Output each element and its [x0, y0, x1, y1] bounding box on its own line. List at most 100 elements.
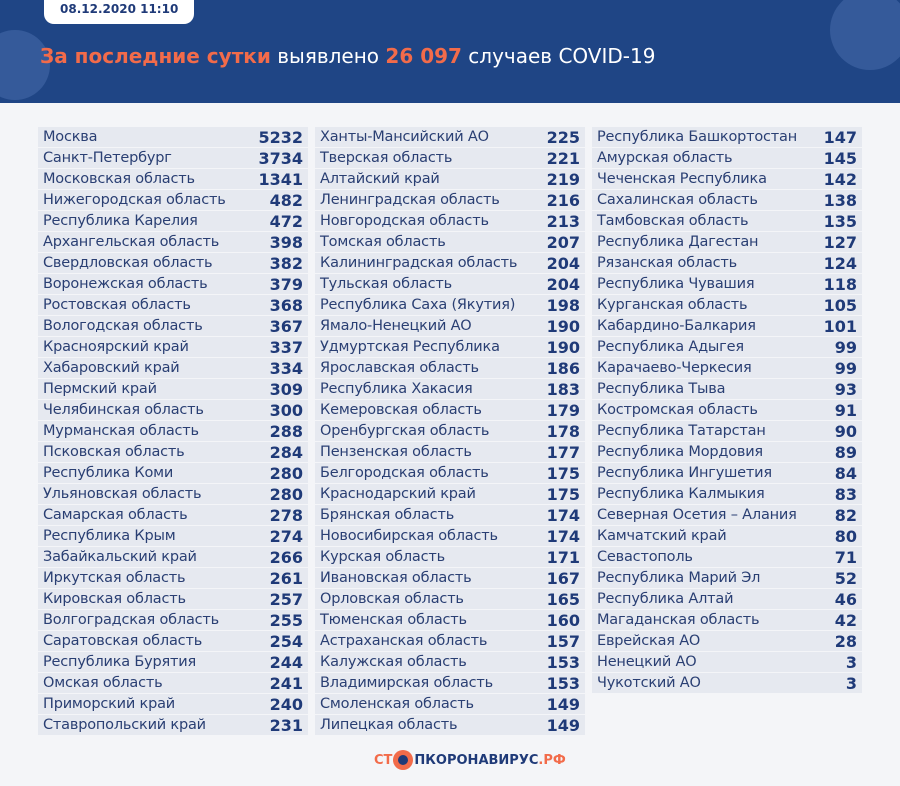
table-row: Республика Коми 280 — [38, 463, 308, 483]
table-row: Московская область 1341 — [38, 169, 308, 189]
table-row: Псковская область 284 — [38, 442, 308, 462]
case-count: 266 — [269, 547, 303, 567]
case-count: 149 — [546, 694, 580, 714]
table-row: Республика Башкортостан 147 — [592, 127, 862, 147]
region-name: Новосибирская область — [320, 528, 498, 544]
region-name: Орловская область — [320, 591, 464, 607]
case-count: 52 — [834, 568, 857, 588]
case-count: 207 — [546, 232, 580, 252]
case-count: 46 — [834, 589, 857, 609]
region-name: Белгородская область — [320, 465, 489, 481]
virus-stop-icon — [393, 750, 414, 770]
case-count: 219 — [546, 169, 580, 189]
region-name: Ненецкий АО — [597, 654, 697, 670]
case-count: 138 — [823, 190, 857, 210]
table-row: Томская область 207 — [315, 232, 585, 252]
table-row: Севастополь 71 — [592, 547, 862, 567]
table-row: Кемеровская область 179 — [315, 400, 585, 420]
table-row: Рязанская область 124 — [592, 253, 862, 273]
case-count: 190 — [546, 316, 580, 336]
table-row: Приморский край 240 — [38, 694, 308, 714]
case-count: 231 — [269, 715, 303, 735]
region-name: Ставропольский край — [43, 717, 206, 733]
table-row: Ульяновская область 280 — [38, 484, 308, 504]
region-name: Рязанская область — [597, 255, 738, 271]
region-name: Забайкальский край — [43, 549, 197, 565]
table-row: Республика Мордовия 89 — [592, 442, 862, 462]
region-name: Алтайский край — [320, 171, 440, 187]
table-row: Ростовская область 368 — [38, 295, 308, 315]
table-row: Кировская область 257 — [38, 589, 308, 609]
table-column: Москва 5232 Санкт-Петербург 3734 Московская … — [38, 127, 308, 736]
table-row: Краснодарский край 175 — [315, 484, 585, 504]
region-name: Республика Крым — [43, 528, 176, 544]
regions-table: Москва 5232 Санкт-Петербург 3734 Московская … — [38, 127, 862, 736]
region-name: Республика Дагестан — [597, 234, 759, 250]
region-name: Нижегородская область — [43, 192, 226, 208]
table-row: Тюменская область 160 — [315, 610, 585, 630]
table-row: Ярославская область 186 — [315, 358, 585, 378]
region-name: Калужская область — [320, 654, 467, 670]
region-name: Республика Саха (Якутия) — [320, 297, 516, 313]
table-row: Республика Крым 274 — [38, 526, 308, 546]
table-row: Магаданская область 42 — [592, 610, 862, 630]
region-name: Санкт-Петербург — [43, 150, 172, 166]
region-name: Саратовская область — [43, 633, 203, 649]
region-name: Пензенская область — [320, 444, 472, 460]
case-count: 204 — [546, 274, 580, 294]
region-name: Чукотский АО — [597, 675, 701, 691]
case-count: 482 — [269, 190, 303, 210]
case-count: 89 — [834, 442, 857, 462]
region-name: Курганская область — [597, 297, 748, 313]
table-row: Калужская область 153 — [315, 652, 585, 672]
case-count: 337 — [269, 337, 303, 357]
case-count: 80 — [834, 526, 857, 546]
region-name: Карачаево-Черкесия — [597, 360, 752, 376]
region-name: Тамбовская область — [597, 213, 749, 229]
case-count: 174 — [546, 526, 580, 546]
table-row: Нижегородская область 482 — [38, 190, 308, 210]
case-count: 368 — [269, 295, 303, 315]
case-count: 165 — [546, 589, 580, 609]
case-count: 216 — [546, 190, 580, 210]
table-row: Еврейская АО 28 — [592, 631, 862, 651]
region-name: Северная Осетия – Алания — [597, 507, 797, 523]
table-row: Оренбургская область 178 — [315, 421, 585, 441]
case-count: 5232 — [258, 127, 303, 147]
case-count: 190 — [546, 337, 580, 357]
case-count: 241 — [269, 673, 303, 693]
case-count: 300 — [269, 400, 303, 420]
table-row: Пензенская область 177 — [315, 442, 585, 462]
region-name: Камчатский край — [597, 528, 727, 544]
region-name: Ярославская область — [320, 360, 479, 376]
header-banner: 08.12.2020 11:10 За последние сутки выяв… — [0, 0, 900, 103]
table-row: Северная Осетия – Алания 82 — [592, 505, 862, 525]
table-row: Амурская область 145 — [592, 148, 862, 168]
title-text: выявлено — [270, 44, 386, 68]
case-count: 99 — [834, 337, 857, 357]
region-name: Псковская область — [43, 444, 185, 460]
case-count: 135 — [823, 211, 857, 231]
region-name: Приморский край — [43, 696, 176, 712]
case-count: 177 — [546, 442, 580, 462]
region-name: Республика Чувашия — [597, 276, 755, 292]
region-name: Республика Коми — [43, 465, 174, 481]
region-name: Ивановская область — [320, 570, 472, 586]
region-name: Томская область — [320, 234, 446, 250]
region-name: Севастополь — [597, 549, 693, 565]
table-row: Республика Чувашия 118 — [592, 274, 862, 294]
region-name: Кемеровская область — [320, 402, 482, 418]
table-row: Кабардино-Балкария 101 — [592, 316, 862, 336]
region-name: Краснодарский край — [320, 486, 476, 502]
table-row: Пермский край 309 — [38, 379, 308, 399]
region-name: Удмуртская Республика — [320, 339, 500, 355]
case-count: 179 — [546, 400, 580, 420]
table-row: Курганская область 105 — [592, 295, 862, 315]
case-count: 175 — [546, 463, 580, 483]
case-count: 255 — [269, 610, 303, 630]
table-row: Новгородская область 213 — [315, 211, 585, 231]
case-count: 274 — [269, 526, 303, 546]
case-count: 145 — [823, 148, 857, 168]
table-row: Забайкальский край 266 — [38, 547, 308, 567]
region-name: Ростовская область — [43, 297, 191, 313]
